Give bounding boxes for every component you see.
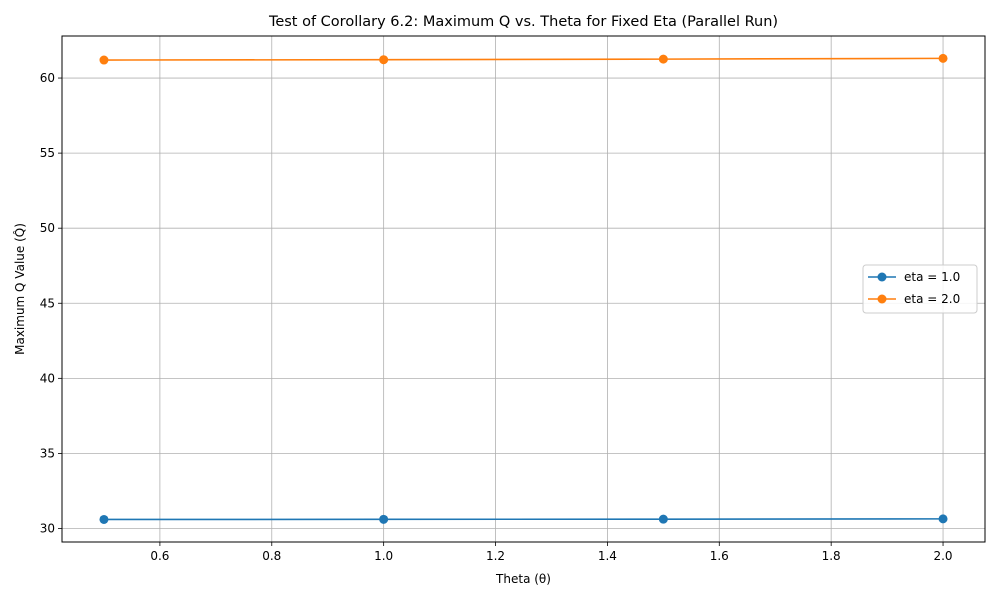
grid — [62, 36, 985, 542]
legend-label: eta = 1.0 — [904, 270, 960, 284]
y-tick-label: 50 — [40, 221, 55, 235]
series-layer — [99, 53, 948, 524]
x-axis-label: Theta (θ) — [495, 572, 551, 586]
y-tick-label: 35 — [40, 446, 55, 460]
legend-swatch-marker — [877, 294, 887, 304]
y-ticks: 30 35 40 45 50 55 60 — [40, 71, 62, 535]
x-tick-label: 1.6 — [710, 549, 729, 563]
y-tick-label: 45 — [40, 296, 55, 310]
y-tick-label: 60 — [40, 71, 55, 85]
data-point — [99, 55, 109, 65]
data-point — [658, 54, 668, 64]
x-ticks: 0.6 0.8 1.0 1.2 1.4 1.6 1.8 2.0 — [150, 542, 953, 563]
data-point — [938, 53, 948, 63]
y-tick-label: 30 — [40, 521, 55, 535]
y-tick-label: 40 — [40, 371, 55, 385]
data-point — [379, 55, 389, 65]
x-tick-label: 1.2 — [486, 549, 505, 563]
data-point — [938, 514, 948, 524]
series-line — [103, 57, 944, 61]
legend-label: eta = 2.0 — [904, 292, 960, 306]
chart-title: Test of Corollary 6.2: Maximum Q vs. The… — [268, 14, 778, 30]
data-point — [379, 514, 389, 524]
data-point — [658, 514, 668, 524]
x-tick-label: 1.0 — [374, 549, 393, 563]
series-line — [103, 518, 944, 521]
x-tick-label: 0.8 — [262, 549, 281, 563]
y-tick-label: 55 — [40, 146, 55, 160]
x-tick-label: 2.0 — [933, 549, 952, 563]
plot-frame — [61, 35, 986, 543]
data-point — [99, 514, 109, 524]
x-tick-label: 1.8 — [822, 549, 841, 563]
legend: eta = 1.0 eta = 2.0 — [862, 264, 978, 314]
legend-swatch-marker — [877, 272, 887, 282]
x-tick-label: 1.4 — [598, 549, 617, 563]
y-axis-label: Maximum Q Value (Q̂) — [13, 223, 27, 355]
x-tick-label: 0.6 — [150, 549, 169, 563]
